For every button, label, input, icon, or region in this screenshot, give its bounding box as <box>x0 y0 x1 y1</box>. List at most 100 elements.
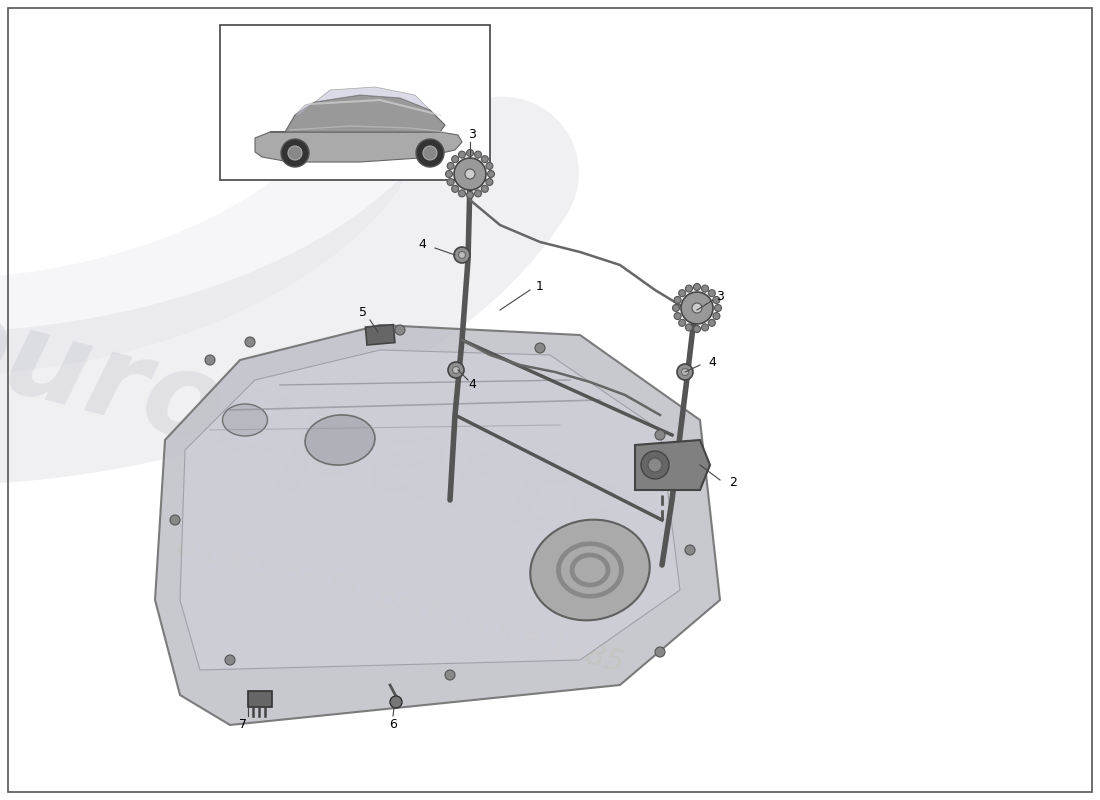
Text: eurosparts: eurosparts <box>0 281 644 579</box>
Circle shape <box>452 366 460 374</box>
Circle shape <box>562 552 566 557</box>
Circle shape <box>452 156 459 162</box>
Circle shape <box>557 570 561 575</box>
Circle shape <box>486 178 493 186</box>
Circle shape <box>578 542 583 547</box>
Circle shape <box>588 542 594 546</box>
Circle shape <box>568 547 573 552</box>
Circle shape <box>605 572 609 577</box>
Circle shape <box>601 557 605 562</box>
Circle shape <box>557 563 561 568</box>
Polygon shape <box>180 350 680 670</box>
Circle shape <box>466 191 473 198</box>
Circle shape <box>593 582 598 586</box>
Circle shape <box>459 190 465 197</box>
Circle shape <box>654 430 666 440</box>
Circle shape <box>612 550 616 555</box>
Circle shape <box>588 594 594 598</box>
Circle shape <box>616 556 620 561</box>
Circle shape <box>713 297 719 303</box>
Circle shape <box>576 555 582 560</box>
Circle shape <box>685 324 693 331</box>
Circle shape <box>205 355 214 365</box>
Circle shape <box>474 151 482 158</box>
Text: a passion for parts since 1985: a passion for parts since 1985 <box>174 531 626 678</box>
Circle shape <box>581 542 585 547</box>
Polygon shape <box>315 87 430 110</box>
Circle shape <box>617 558 621 563</box>
Circle shape <box>390 696 402 708</box>
Circle shape <box>618 563 624 568</box>
Circle shape <box>619 567 624 573</box>
Circle shape <box>674 313 681 319</box>
Circle shape <box>591 553 595 558</box>
Circle shape <box>446 170 452 178</box>
Circle shape <box>648 458 662 472</box>
Circle shape <box>582 582 587 586</box>
Circle shape <box>612 585 616 590</box>
Circle shape <box>573 576 578 582</box>
Circle shape <box>570 590 575 594</box>
Circle shape <box>607 547 612 552</box>
Circle shape <box>562 583 566 588</box>
Circle shape <box>280 139 309 167</box>
Circle shape <box>465 169 475 179</box>
Circle shape <box>416 139 444 167</box>
Circle shape <box>447 178 454 186</box>
Circle shape <box>581 593 585 598</box>
Ellipse shape <box>222 404 267 436</box>
Circle shape <box>676 364 693 380</box>
Ellipse shape <box>305 415 375 465</box>
Circle shape <box>693 326 701 333</box>
Circle shape <box>586 542 591 546</box>
Circle shape <box>576 580 582 585</box>
Polygon shape <box>270 95 446 132</box>
Circle shape <box>459 251 465 258</box>
Circle shape <box>693 283 701 290</box>
Circle shape <box>596 581 601 586</box>
Circle shape <box>582 554 587 558</box>
Circle shape <box>564 585 569 590</box>
Circle shape <box>561 554 565 559</box>
Circle shape <box>585 553 590 558</box>
Text: 5: 5 <box>359 306 367 319</box>
Circle shape <box>580 554 584 559</box>
Circle shape <box>715 305 722 311</box>
Circle shape <box>557 574 562 579</box>
Circle shape <box>459 151 465 158</box>
Circle shape <box>557 565 561 570</box>
Text: 1: 1 <box>536 281 543 294</box>
Polygon shape <box>255 132 462 162</box>
Circle shape <box>692 303 702 313</box>
Circle shape <box>568 588 573 593</box>
Bar <box>248 691 272 707</box>
Circle shape <box>619 565 624 570</box>
Circle shape <box>609 549 614 554</box>
Text: 3: 3 <box>716 290 724 303</box>
Circle shape <box>604 561 608 566</box>
Circle shape <box>487 170 495 178</box>
Circle shape <box>598 555 603 560</box>
Circle shape <box>571 572 575 577</box>
Circle shape <box>565 586 571 591</box>
Circle shape <box>486 162 493 170</box>
Circle shape <box>613 552 618 557</box>
Circle shape <box>604 574 608 579</box>
Circle shape <box>592 594 596 598</box>
Circle shape <box>447 162 454 170</box>
Circle shape <box>466 150 473 157</box>
Circle shape <box>395 325 405 335</box>
Circle shape <box>596 554 601 559</box>
Circle shape <box>615 581 619 586</box>
Circle shape <box>573 558 578 564</box>
Circle shape <box>641 451 669 479</box>
Circle shape <box>571 563 575 568</box>
Circle shape <box>619 570 624 575</box>
Circle shape <box>575 543 580 548</box>
Circle shape <box>605 563 609 568</box>
Circle shape <box>708 290 715 297</box>
Circle shape <box>682 369 689 375</box>
Circle shape <box>609 586 614 591</box>
Circle shape <box>594 593 600 598</box>
Circle shape <box>482 186 488 192</box>
